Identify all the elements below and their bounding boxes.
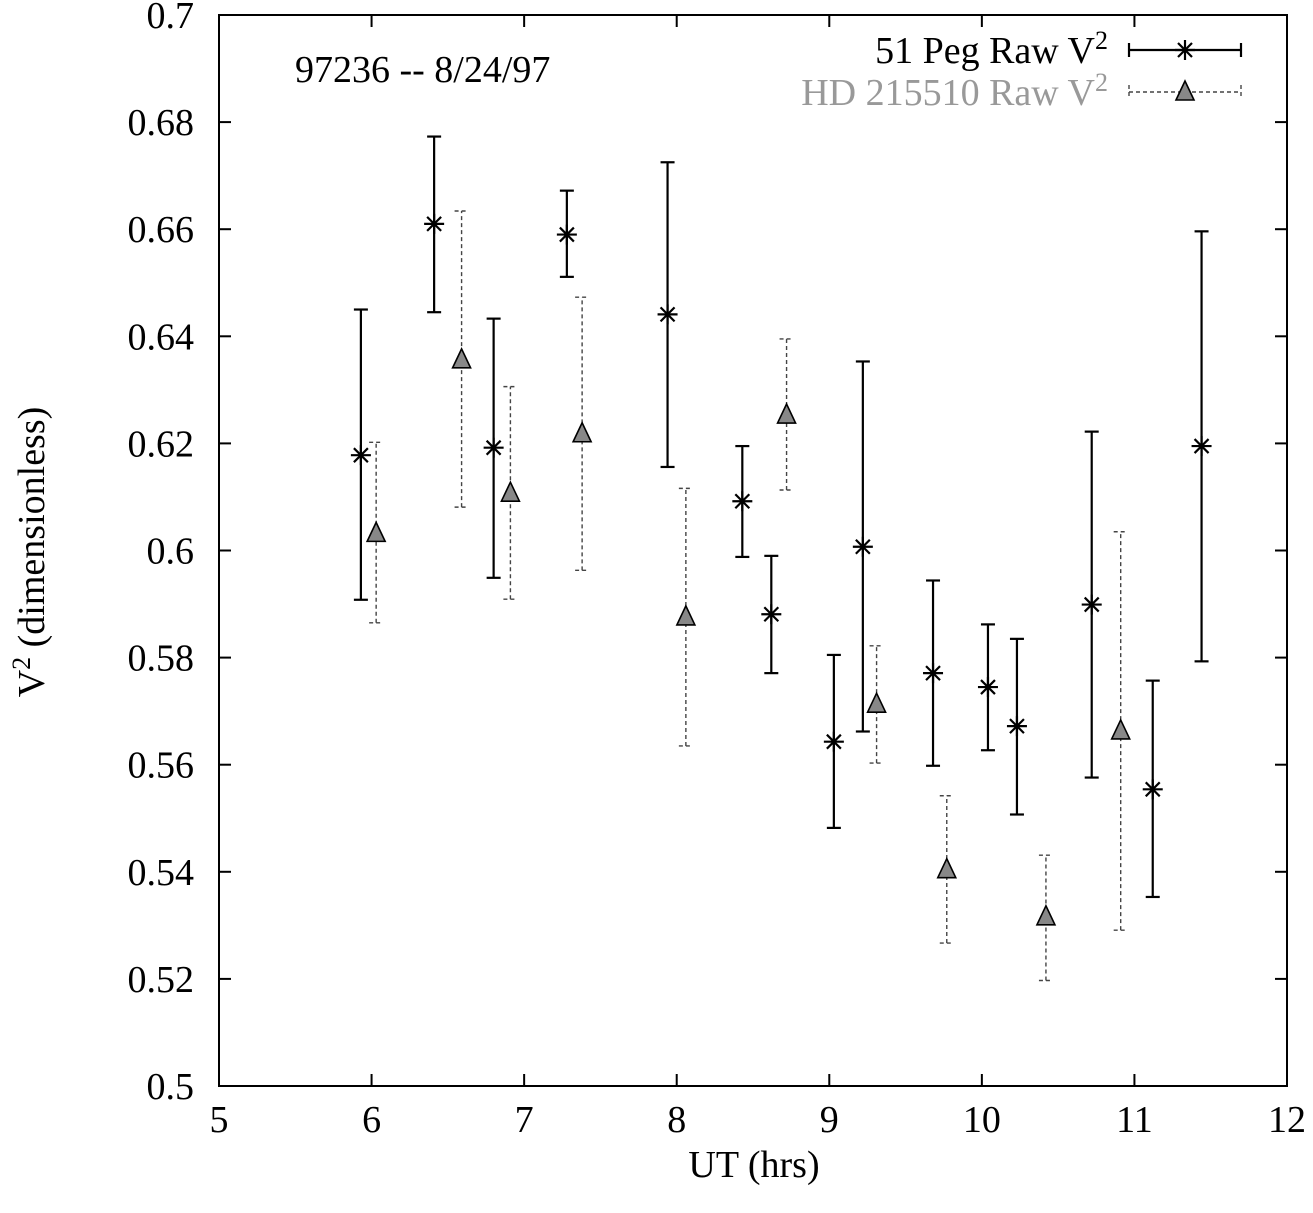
legend-label: 51 Peg Raw V2 bbox=[875, 26, 1108, 72]
x-tick-label: 5 bbox=[210, 1099, 229, 1141]
series-1 bbox=[350, 135, 1212, 899]
series-layer bbox=[350, 135, 1212, 982]
asterisk-marker bbox=[424, 213, 445, 234]
asterisk-marker bbox=[823, 731, 844, 752]
legend-entry-1: 51 Peg Raw V2 bbox=[875, 26, 1243, 72]
data-point bbox=[350, 308, 371, 601]
triangle-marker bbox=[365, 520, 387, 543]
asterisk-marker bbox=[761, 604, 782, 625]
triangle-marker bbox=[866, 691, 887, 713]
y-tick-label: 0.68 bbox=[128, 102, 195, 144]
asterisk-marker bbox=[923, 663, 944, 684]
y-axis-title-rest: (dimensionless) bbox=[11, 407, 53, 657]
y-tick-label: 0.56 bbox=[128, 745, 195, 787]
x-tick-label: 6 bbox=[362, 1099, 381, 1141]
data-point bbox=[657, 161, 678, 469]
y-tick-label: 0.58 bbox=[128, 638, 195, 680]
data-point bbox=[823, 653, 844, 829]
data-point bbox=[866, 645, 887, 764]
data-point bbox=[571, 296, 593, 572]
data-point bbox=[500, 385, 521, 600]
data-point bbox=[852, 360, 873, 733]
data-point bbox=[1081, 430, 1102, 779]
asterisk-marker bbox=[483, 437, 504, 458]
data-point bbox=[1110, 531, 1131, 931]
data-point bbox=[732, 444, 753, 559]
x-tick-label: 10 bbox=[963, 1099, 1001, 1141]
triangle-marker bbox=[1035, 903, 1057, 926]
series-2 bbox=[365, 210, 1131, 982]
legend-label-superscript: 2 bbox=[1095, 26, 1108, 55]
axes: 5 6 7 8 9 10 11 12 0.5 0.52 0.54 0.56 0.58 0.6 0.62 0.6… bbox=[128, 0, 1307, 1141]
legend-entry-2: HD 215510 Raw V2 bbox=[801, 68, 1242, 114]
x-tick-label: 7 bbox=[515, 1099, 534, 1141]
data-point bbox=[556, 189, 577, 278]
asterisk-marker bbox=[977, 677, 998, 698]
legend-label: HD 215510 Raw V2 bbox=[801, 68, 1108, 114]
asterisk-marker bbox=[556, 224, 577, 245]
y-tick-label: 0.64 bbox=[128, 316, 195, 358]
y-tick-label: 0.7 bbox=[147, 0, 195, 37]
legend-label-text: HD 215510 Raw V bbox=[801, 72, 1095, 114]
y-tick-label: 0.54 bbox=[128, 852, 195, 894]
x-tick-label: 8 bbox=[667, 1099, 686, 1141]
y-tick-label: 0.62 bbox=[128, 423, 195, 465]
data-point bbox=[761, 554, 782, 675]
legend-marker bbox=[1175, 40, 1195, 60]
data-point bbox=[936, 795, 958, 944]
data-point bbox=[1006, 637, 1027, 816]
asterisk-marker bbox=[350, 445, 371, 466]
x-axis-title: UT (hrs) bbox=[688, 1144, 819, 1186]
data-point bbox=[365, 441, 387, 624]
data-point bbox=[776, 338, 797, 491]
triangle-marker bbox=[451, 346, 472, 369]
asterisk-marker bbox=[1142, 779, 1163, 800]
x-tick-label: 11 bbox=[1116, 1099, 1153, 1141]
triangle-marker bbox=[936, 856, 958, 879]
y-tick-label: 0.6 bbox=[147, 531, 195, 573]
y-axis-title: V2 (dimensionless) bbox=[7, 407, 53, 698]
chart-annotation: 97236 -- 8/24/97 bbox=[295, 49, 550, 91]
asterisk-marker bbox=[852, 536, 873, 557]
y-tick-label: 0.66 bbox=[128, 209, 195, 251]
data-point bbox=[483, 317, 504, 579]
asterisk-marker bbox=[1006, 716, 1027, 737]
plot-frame bbox=[218, 14, 1288, 1087]
triangle-marker bbox=[571, 420, 593, 443]
data-point bbox=[923, 579, 944, 767]
data-point bbox=[424, 135, 445, 314]
triangle-marker bbox=[1110, 718, 1131, 740]
data-point bbox=[1142, 679, 1163, 899]
legend-label-superscript: 2 bbox=[1095, 68, 1108, 97]
data-point bbox=[675, 487, 697, 747]
asterisk-marker bbox=[657, 304, 678, 325]
x-tick-label: 9 bbox=[820, 1099, 839, 1141]
y-tick-label: 0.5 bbox=[147, 1066, 195, 1108]
legend-marker bbox=[1174, 79, 1196, 101]
data-point bbox=[451, 210, 472, 508]
data-point bbox=[1191, 230, 1212, 663]
y-axis-title-base: V bbox=[11, 669, 53, 697]
x-tick-label: 12 bbox=[1268, 1099, 1306, 1141]
asterisk-marker bbox=[732, 491, 753, 512]
triangle-marker bbox=[500, 480, 521, 503]
triangle-marker bbox=[675, 604, 697, 626]
y-tick-label: 0.52 bbox=[128, 959, 195, 1001]
y-axis-title-superscript: 2 bbox=[7, 657, 36, 670]
triangle-marker bbox=[776, 402, 797, 424]
data-point bbox=[1035, 854, 1057, 982]
legend-label-text: 51 Peg Raw V bbox=[875, 30, 1095, 72]
asterisk-marker bbox=[1191, 436, 1212, 457]
data-point bbox=[977, 623, 998, 752]
asterisk-marker bbox=[1081, 594, 1102, 615]
